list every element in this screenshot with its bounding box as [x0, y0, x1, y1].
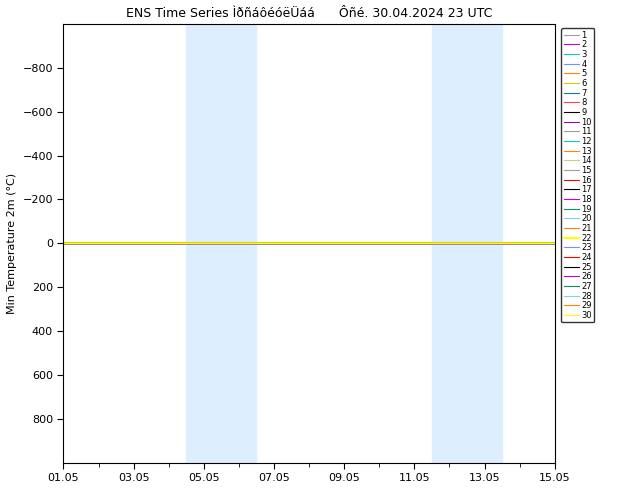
Bar [432, 24, 502, 463]
Y-axis label: Min Temperature 2m (°C): Min Temperature 2m (°C) [7, 172, 17, 314]
Legend: 1, 2, 3, 4, 5, 6, 7, 8, 9, 10, 11, 12, 13, 14, 15, 16, 17, 18, 19, 20, 21, 22, 2: 1, 2, 3, 4, 5, 6, 7, 8, 9, 10, 11, 12, 1… [561, 28, 595, 322]
Bar [186, 24, 256, 463]
Title: ENS Time Series ÌðñáôéóëÜáá      Ôñé. 30.04.2024 23 UTC: ENS Time Series ÌðñáôéóëÜáá Ôñé. 30.04.2… [126, 7, 492, 20]
